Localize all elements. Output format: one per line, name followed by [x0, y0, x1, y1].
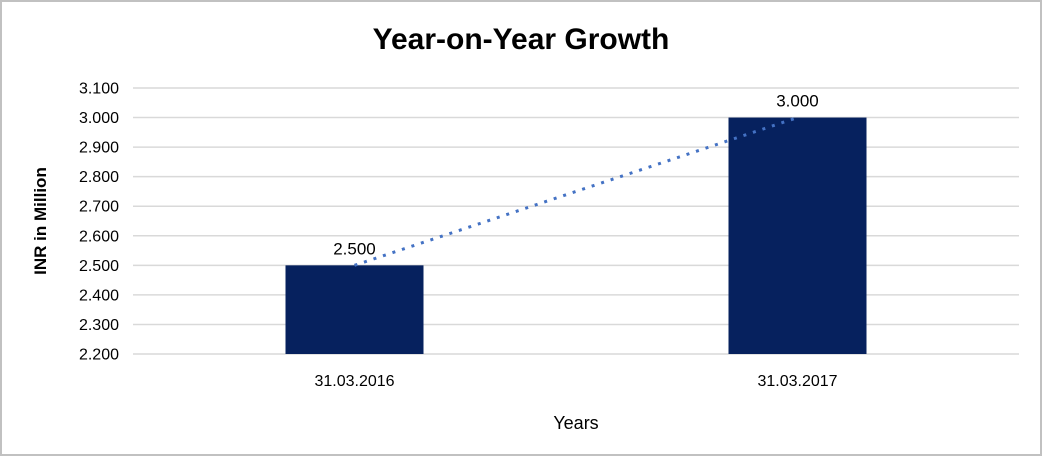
x-tick-label: 31.03.2016: [314, 373, 394, 390]
x-tick-labels: 31.03.2016 31.03.2017: [314, 373, 837, 390]
y-tick-label: 2.800: [79, 169, 119, 186]
x-axis-title: Years: [553, 413, 599, 433]
bar-value-label: 3.000: [776, 92, 819, 111]
y-tick-label: 3.100: [79, 81, 119, 98]
bar-series: [285, 117, 867, 354]
chart-title: Year-on-Year Growth: [372, 23, 670, 56]
y-tick-label: 2.900: [79, 140, 119, 157]
y-tick-label: 2.400: [79, 287, 119, 304]
y-tick-labels: 2.200 2.300 2.400 2.500 2.600 2.700 2.800 2.900…: [79, 81, 119, 364]
x-tick-label: 31.03.2017: [757, 373, 837, 390]
bar-value-labels: 2.500 3.000: [333, 92, 819, 259]
bar: [285, 265, 424, 354]
y-tick-label: 2.700: [79, 199, 119, 216]
y-tick-label: 2.200: [79, 347, 119, 364]
gridlines: [133, 87, 1019, 355]
bar: [728, 117, 867, 354]
bar-value-label: 2.500: [333, 239, 376, 258]
y-tick-label: 2.600: [79, 228, 119, 245]
y-tick-label: 2.500: [79, 258, 119, 275]
y-tick-label: 3.000: [79, 110, 119, 127]
y-tick-label: 2.300: [79, 317, 119, 334]
